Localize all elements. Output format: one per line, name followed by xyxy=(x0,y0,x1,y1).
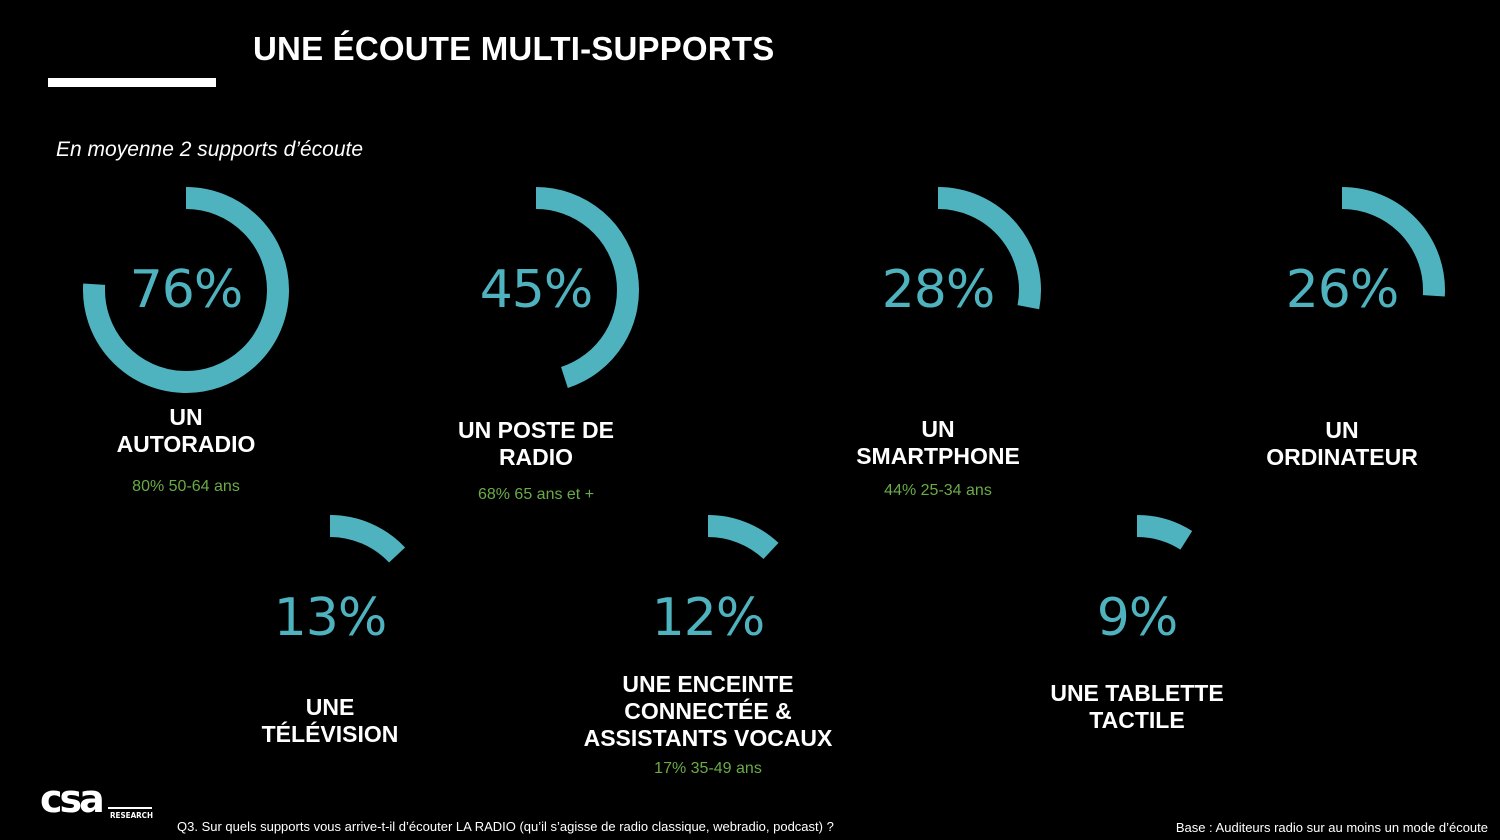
gauge-arc xyxy=(707,515,779,560)
gauge-arc xyxy=(83,187,289,393)
gauge-value-label: 28% xyxy=(881,260,996,320)
gauge-category-label: UN ORDINATEUR xyxy=(1192,417,1492,471)
gauge-arc-svg xyxy=(707,515,779,560)
gauge-value-label: 26% xyxy=(1285,260,1400,320)
gauge-category-label-line: UN POSTE DE xyxy=(458,417,614,443)
gauge-category-label-line: UNE ENCEINTE xyxy=(622,671,794,697)
gauge-arc xyxy=(937,187,1041,310)
gauge-category-label-line: RADIO xyxy=(498,444,574,470)
gauge-category-label-line: ASSISTANTS VOCAUX xyxy=(583,725,833,751)
logo-wordmark: csa xyxy=(40,780,102,820)
gauge-arc-svg xyxy=(329,515,406,563)
page-subtitle: En moyenne 2 supports d’écoute xyxy=(56,138,364,161)
gauge-arc xyxy=(329,515,406,563)
gauge-category-label-line: UN xyxy=(921,416,955,442)
gauge-category-label: UNE TABLETTE TACTILE xyxy=(987,680,1287,734)
title-underline-bar xyxy=(48,78,216,87)
gauge-arc xyxy=(1341,187,1445,297)
gauge-arc-svg xyxy=(83,187,289,393)
gauge-highlight-note: 68% 65 ans et + xyxy=(477,486,595,503)
gauge-arc-svg xyxy=(1136,515,1193,550)
gauge-arc xyxy=(1136,515,1193,550)
gauge-category-label-line: UN xyxy=(169,404,203,430)
gauge-category-label-line: UNE xyxy=(305,694,355,720)
gauge-category-label-line: UN xyxy=(1325,417,1359,443)
gauge-highlight-note: 17% 35-49 ans xyxy=(654,760,762,777)
csa-research-logo: csa RESEARCH xyxy=(40,777,160,825)
gauge-category-label-line: TÉLÉVISION xyxy=(261,721,399,747)
gauge-category-label-line: TACTILE xyxy=(1089,707,1185,733)
gauge-highlight-note: 80% 50-64 ans xyxy=(132,478,240,495)
gauge-arc xyxy=(535,187,639,388)
gauge-category-label-line: AUTORADIO xyxy=(116,431,256,457)
gauge-value-label: 76% xyxy=(129,260,244,320)
gauge-category-label: UN POSTE DE RADIO xyxy=(386,417,686,471)
gauge-value-label: 45% xyxy=(479,260,594,320)
page-title: UNE ÉCOUTE MULTI-SUPPORTS xyxy=(253,30,775,67)
gauge-category-label-line: SMARTPHONE xyxy=(856,443,1020,469)
gauge-category-label: UN SMARTPHONE xyxy=(788,416,1088,470)
footer-question: Q3. Sur quels supports vous arrive-t-il … xyxy=(177,819,834,834)
gauge-arc-svg xyxy=(1341,187,1445,297)
gauge-category-label: UN AUTORADIO xyxy=(36,404,336,458)
gauge-value-label: 13% xyxy=(273,588,388,648)
footer-base-note: Base : Auditeurs radio sur au moins un m… xyxy=(1175,820,1488,835)
gauge-category-label-line: CONNECTÉE & xyxy=(624,698,792,724)
gauge-category-label: UNE TÉLÉVISION xyxy=(180,694,480,748)
gauge-arc-svg xyxy=(535,187,639,388)
gauge-category-label: UNE ENCEINTE CONNECTÉE & ASSISTANTS VOCAUX xyxy=(558,671,858,752)
gauge-value-label: 9% xyxy=(1096,588,1178,648)
gauge-arc-svg xyxy=(937,187,1041,310)
logo-subtext: RESEARCH xyxy=(110,811,153,820)
gauge-category-label-line: ORDINATEUR xyxy=(1266,444,1418,470)
gauge-category-label-line: UNE TABLETTE xyxy=(1050,680,1224,706)
gauge-value-label: 12% xyxy=(651,588,766,648)
gauge-highlight-note: 44% 25-34 ans xyxy=(884,482,992,499)
